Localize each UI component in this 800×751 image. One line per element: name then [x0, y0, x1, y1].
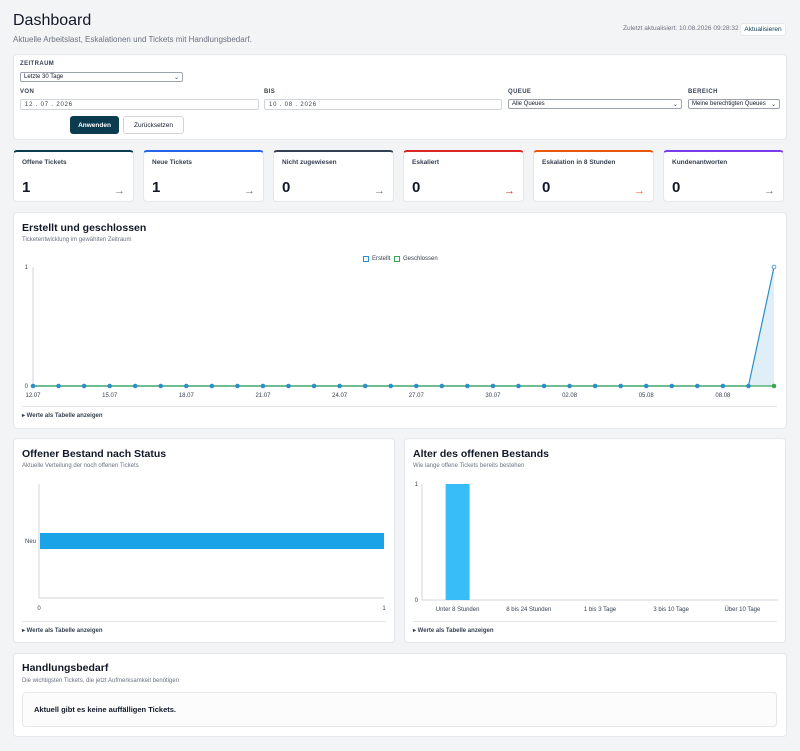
area-select[interactable]: Meine berechtigten Queues ⌄ — [688, 99, 780, 109]
page-title: Dashboard — [13, 12, 92, 29]
legend-swatch-geschlossen — [394, 256, 400, 262]
area-label: BEREICH — [688, 89, 718, 95]
arrow-right-icon: → — [374, 185, 385, 197]
legend-geschlossen[interactable]: Geschlossen — [394, 256, 438, 262]
kpi-value: 0 — [672, 179, 681, 196]
area-select-value: Meine berechtigten Queues — [692, 101, 766, 107]
kpi-card-eskaliert[interactable]: Eskaliert 0 → — [403, 150, 524, 202]
period-label: ZEITRAUM — [20, 61, 55, 67]
to-date-input[interactable]: 10 . 08 . 2026 — [264, 99, 502, 110]
trend-card — [13, 212, 787, 429]
status-card-subtitle: Aktuelle Verteilung der noch offenen Tic… — [22, 463, 139, 469]
arrow-right-icon: → — [114, 185, 125, 197]
divider — [22, 406, 777, 407]
status-card-title: Offener Bestand nach Status — [22, 448, 167, 460]
kpi-card-offene-tickets[interactable]: Offene Tickets 1 → — [13, 150, 134, 202]
chevron-down-icon: ⌄ — [173, 75, 179, 81]
apply-button[interactable]: Anwenden — [70, 116, 119, 134]
queue-select[interactable]: Alle Queues ⌄ — [508, 99, 682, 109]
legend-label-geschlossen: Geschlossen — [403, 256, 438, 262]
action-card-title: Handlungsbedarf — [22, 662, 109, 674]
reset-button[interactable]: Zurücksetzen — [123, 116, 184, 134]
to-label: BIS — [264, 89, 276, 95]
kpi-value: 1 — [22, 179, 31, 196]
kpi-card-neue-tickets[interactable]: Neue Tickets 1 → — [143, 150, 264, 202]
divider — [22, 621, 386, 622]
trend-table-toggle[interactable]: ▸ Werte als Tabelle anzeigen — [22, 413, 103, 419]
queue-select-value: Alle Queues — [512, 101, 545, 107]
arrow-right-icon: → — [764, 185, 775, 197]
from-date-input[interactable]: 12 . 07 . 2026 — [20, 99, 259, 110]
kpi-label: Eskalation in 8 Stunden — [542, 159, 616, 166]
legend-label-erstellt: Erstellt — [372, 256, 391, 262]
chevron-down-icon: ⌄ — [672, 102, 678, 108]
arrow-right-icon: → — [244, 185, 255, 197]
from-label: VON — [20, 89, 35, 95]
kpi-label: Eskaliert — [412, 159, 440, 166]
divider — [413, 621, 777, 622]
age-table-toggle[interactable]: ▸ Werte als Tabelle anzeigen — [413, 628, 494, 634]
period-select-value: Letzte 30 Tage — [24, 74, 64, 80]
arrow-right-icon: → — [634, 185, 645, 197]
trend-card-subtitle: Ticketentwicklung im gewählten Zeitraum — [22, 237, 132, 243]
status-table-toggle[interactable]: ▸ Werte als Tabelle anzeigen — [22, 628, 103, 634]
kpi-label: Nicht zugewiesen — [282, 159, 337, 166]
queue-label: QUEUE — [508, 89, 532, 95]
kpi-value: 0 — [412, 179, 421, 196]
empty-state-text: Aktuell gibt es keine auffälligen Ticket… — [34, 705, 176, 714]
age-card-subtitle: Wie lange offene Tickets bereits bestehe… — [413, 463, 525, 469]
kpi-value: 1 — [152, 179, 161, 196]
legend-swatch-erstellt — [363, 256, 369, 262]
kpi-value: 0 — [282, 179, 291, 196]
kpi-label: Kundenantworten — [672, 159, 728, 166]
kpi-card-eskalation-8h[interactable]: Eskalation in 8 Stunden 0 → — [533, 150, 654, 202]
kpi-card-kundenantworten[interactable]: Kundenantworten 0 → — [663, 150, 784, 202]
kpi-label: Neue Tickets — [152, 159, 192, 166]
last-updated-text: Zuletzt aktualisiert: 10.08.2026 09:28:3… — [623, 25, 739, 32]
arrow-right-icon: → — [504, 185, 515, 197]
age-card-title: Alter des offenen Bestands — [413, 448, 549, 460]
kpi-card-nicht-zugewiesen[interactable]: Nicht zugewiesen 0 → — [273, 150, 394, 202]
page-subtitle: Aktuelle Arbeitslast, Eskalationen und T… — [13, 35, 252, 44]
refresh-button[interactable]: Aktualisieren — [740, 23, 786, 36]
legend-erstellt[interactable]: Erstellt — [363, 256, 390, 262]
kpi-label: Offene Tickets — [22, 159, 67, 166]
period-select[interactable]: Letzte 30 Tage ⌄ — [20, 72, 183, 82]
empty-state: Aktuell gibt es keine auffälligen Ticket… — [22, 692, 777, 727]
action-card-subtitle: Die wichtigsten Tickets, die jetzt Aufme… — [22, 678, 180, 684]
kpi-value: 0 — [542, 179, 551, 196]
trend-card-title: Erstellt und geschlossen — [22, 222, 147, 234]
chevron-down-icon: ⌄ — [770, 102, 776, 108]
